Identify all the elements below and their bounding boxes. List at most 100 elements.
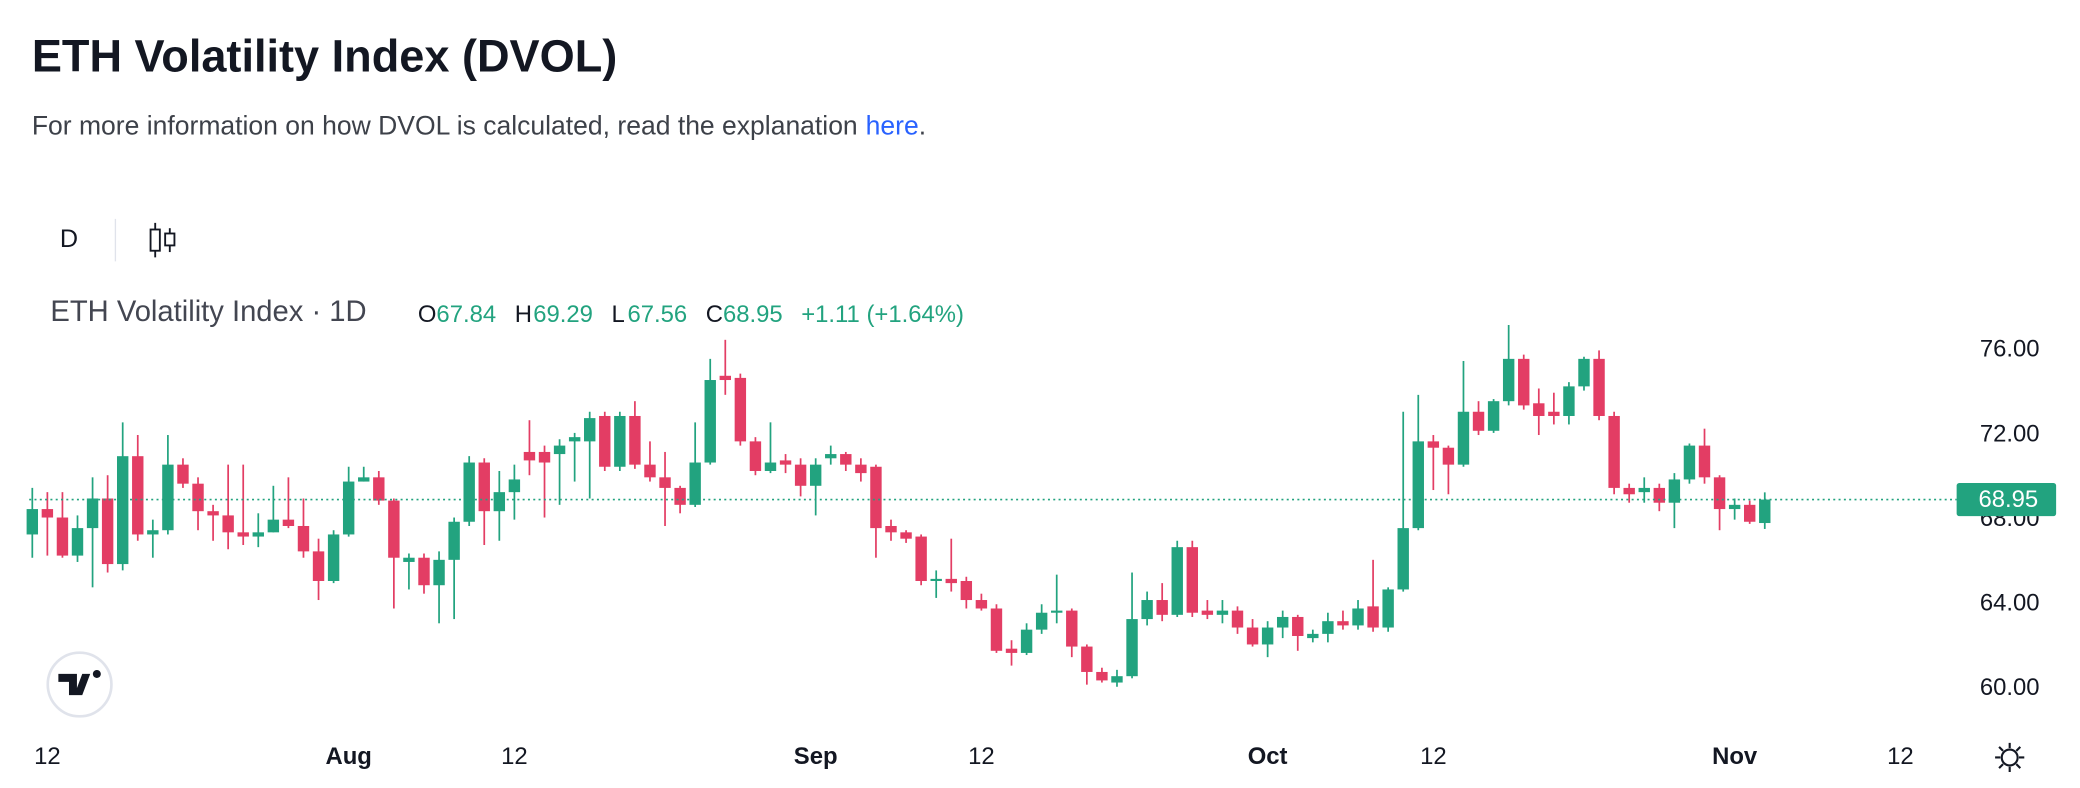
candle-body	[448, 521, 460, 560]
candle-body	[689, 462, 701, 505]
y-tick-label: 64.00	[1980, 590, 2040, 617]
page-title: ETH Volatility Index (DVOL)	[32, 31, 617, 82]
legend-title: ETH Volatility Index · 1D	[50, 296, 366, 328]
candle-body	[719, 375, 731, 381]
candle-body	[629, 415, 641, 465]
candle-body	[523, 451, 536, 461]
candle-body	[1367, 606, 1379, 628]
x-tick-label: 12	[968, 743, 995, 770]
candle-body	[599, 415, 611, 467]
candle-body	[388, 500, 400, 558]
candle-body	[1292, 616, 1304, 636]
settings-button[interactable]	[1995, 742, 2025, 773]
candle-body	[749, 441, 762, 471]
x-tick-label: Aug	[325, 743, 371, 770]
candle-body	[26, 509, 39, 535]
legend-change: +1.11 (+1.64%)	[801, 301, 964, 328]
candle-body	[990, 608, 1003, 651]
link[interactable]: here	[866, 110, 919, 140]
interval-button[interactable]: D	[60, 225, 78, 253]
candle-body	[162, 464, 174, 531]
candle-body	[1231, 610, 1244, 628]
candle-body	[1744, 504, 1756, 522]
candle-body	[1638, 487, 1650, 493]
legend-key: H	[515, 301, 532, 328]
candle-body	[1020, 629, 1033, 653]
candle-body	[900, 532, 912, 539]
candle-body	[297, 525, 310, 552]
x-tick-label: 12	[1420, 743, 1447, 770]
candle-body	[1759, 499, 1771, 524]
candle-body	[855, 464, 867, 474]
candle-body	[1442, 447, 1455, 465]
candle-body	[132, 456, 144, 535]
candle-body	[1307, 633, 1319, 639]
candle-body	[177, 464, 189, 484]
candle-body	[358, 477, 370, 482]
candle-body	[975, 600, 988, 609]
candle-body	[1502, 358, 1515, 402]
candle-body	[312, 551, 325, 581]
candle-body	[794, 464, 807, 486]
chart-type-button[interactable]	[149, 222, 176, 258]
last-price-box	[1956, 482, 2057, 517]
candle-body	[1066, 610, 1078, 647]
legend-value: 68.95	[723, 301, 783, 328]
candle-body	[674, 487, 686, 505]
legend-value: 67.84	[436, 301, 496, 328]
candle-body	[1261, 627, 1274, 645]
x-tick-label: Nov	[1712, 743, 1758, 770]
candle-body	[1668, 479, 1681, 503]
candle-body	[1593, 358, 1605, 416]
candle-body	[493, 492, 506, 512]
candle-body	[1171, 547, 1183, 615]
candle-body	[1563, 386, 1575, 416]
candle-body	[1186, 547, 1199, 613]
candle-body	[1081, 646, 1093, 672]
legend-key: O	[418, 301, 437, 328]
x-tick-label: 12	[34, 743, 61, 770]
candle-body	[1382, 589, 1394, 628]
candle-body	[1653, 487, 1666, 503]
candle-body	[342, 481, 355, 535]
candle-body	[403, 557, 415, 562]
candle-body	[659, 477, 671, 488]
candle-body	[1713, 477, 1726, 510]
candle-body	[1487, 401, 1500, 431]
candle-body	[1216, 610, 1229, 615]
candle-body	[945, 578, 957, 584]
candle-body	[584, 418, 596, 442]
candle-body	[1201, 610, 1214, 615]
candle-body	[809, 464, 822, 486]
candle-body	[373, 477, 385, 501]
candle-body	[1728, 504, 1741, 510]
candle-body	[1096, 671, 1108, 681]
candle-body	[1156, 600, 1168, 615]
tv-logo[interactable]	[46, 651, 113, 718]
candle-body	[508, 479, 521, 493]
candle-body	[1141, 600, 1153, 620]
candle-body	[614, 415, 626, 467]
candle-body	[222, 515, 234, 533]
x-tick-label: 12	[501, 743, 528, 770]
candle-body	[1412, 441, 1424, 529]
candle-body	[1397, 528, 1409, 590]
candle-body	[433, 559, 445, 586]
candle-body	[779, 460, 792, 465]
subtitle-end: .	[919, 110, 926, 140]
candle-body	[870, 466, 882, 529]
candle-body	[56, 517, 69, 556]
candle-body	[1126, 619, 1138, 677]
candle-body	[1246, 627, 1259, 645]
x-tick-label: Oct	[1248, 743, 1288, 770]
candle-body	[147, 530, 159, 535]
candle-body	[1457, 411, 1470, 465]
candle-body	[1683, 445, 1696, 480]
candle-body	[1352, 608, 1364, 626]
candle-body	[463, 462, 475, 522]
candle-body	[915, 536, 927, 581]
legend-value: 69.29	[533, 301, 593, 328]
candle-body	[1548, 411, 1560, 416]
